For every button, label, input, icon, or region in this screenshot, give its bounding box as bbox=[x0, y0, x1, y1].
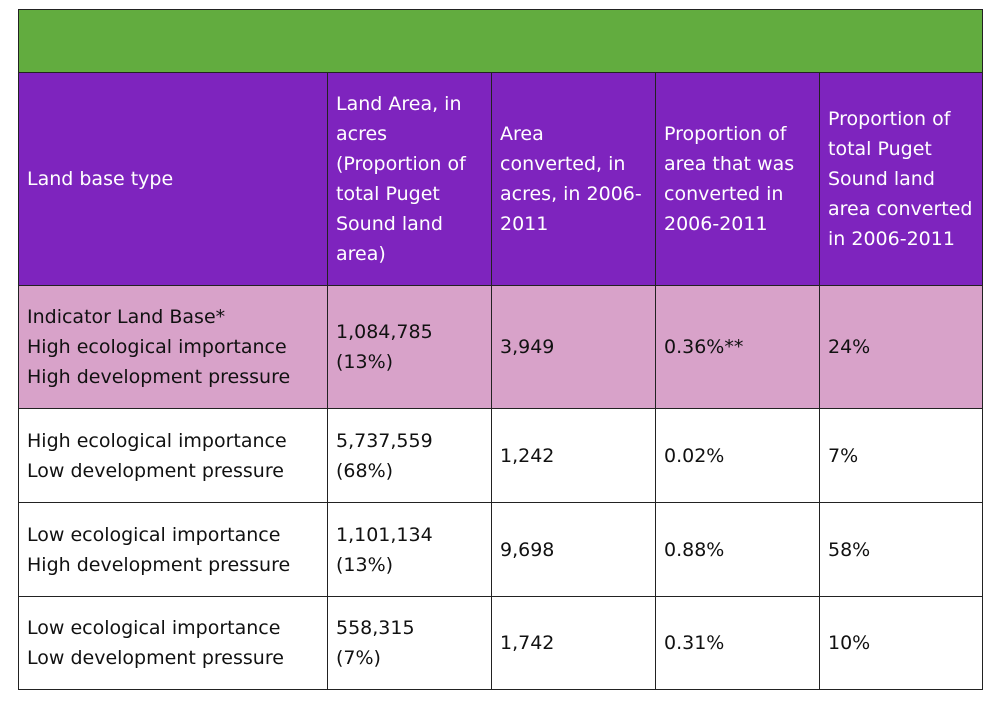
title-bar-row bbox=[17, 9, 984, 73]
area-converted-cell: 3,949 bbox=[491, 285, 656, 409]
land-type-cell: High ecological importance Low developme… bbox=[18, 408, 328, 503]
table-row: High ecological importance Low developme… bbox=[18, 408, 984, 503]
land-type-line: Indicator Land Base* bbox=[27, 306, 226, 328]
proportion-converted-cell: 0.31% bbox=[655, 596, 820, 690]
header-proportion-converted: Proportion of area that was converted in… bbox=[655, 72, 820, 286]
land-type-line: Low development pressure bbox=[27, 459, 284, 482]
land-area-cell: 1,101,134 (13%) bbox=[327, 502, 492, 597]
land-type-line: Low ecological importance bbox=[27, 523, 281, 546]
land-area-proportion: (13%) bbox=[336, 351, 394, 373]
land-type-cell: Indicator Land Base* High ecological imp… bbox=[18, 285, 328, 409]
land-type-line: Low ecological importance bbox=[27, 617, 281, 639]
header-land-area: Land Area, in acres (Proportion of total… bbox=[327, 72, 492, 286]
land-area-value: 1,101,134 bbox=[336, 523, 433, 546]
header-area-converted: Area converted, in acres, in 2006-2011 bbox=[491, 72, 656, 286]
land-type-line: Low development pressure bbox=[27, 647, 284, 669]
proportion-total-cell: 24% bbox=[818, 285, 984, 409]
area-converted-cell: 1,742 bbox=[491, 596, 656, 690]
table-row: Indicator Land Base* High ecological imp… bbox=[18, 285, 984, 409]
table-row: Low ecological importance Low developmen… bbox=[18, 596, 984, 690]
proportion-converted-cell: 0.88% bbox=[655, 502, 820, 597]
table-row: Low ecological importance High developme… bbox=[18, 502, 984, 597]
header-row: Land base type Land Area, in acres (Prop… bbox=[18, 72, 984, 286]
proportion-converted-cell: 0.36%** bbox=[655, 285, 820, 409]
proportion-converted-cell: 0.02% bbox=[655, 408, 820, 503]
land-area-cell: 1,084,785 (13%) bbox=[327, 285, 492, 409]
land-type-line: High ecological importance bbox=[27, 429, 287, 452]
land-area-proportion: (7%) bbox=[336, 647, 381, 669]
header-land-base-type: Land base type bbox=[18, 72, 328, 286]
land-type-cell: Low ecological importance High developme… bbox=[18, 502, 328, 597]
area-converted-cell: 9,698 bbox=[491, 502, 656, 597]
land-area-cell: 558,315 (7%) bbox=[327, 596, 492, 690]
area-converted-cell: 1,242 bbox=[491, 408, 656, 503]
proportion-total-cell: 58% bbox=[818, 502, 984, 597]
land-type-line: High development pressure bbox=[27, 553, 291, 576]
land-type-cell: Low ecological importance Low developmen… bbox=[18, 596, 328, 690]
land-area-proportion: (68%) bbox=[336, 459, 394, 482]
land-area-value: 1,084,785 bbox=[336, 321, 433, 343]
land-conversion-table: Land base type Land Area, in acres (Prop… bbox=[17, 9, 984, 690]
land-type-line: High ecological importance bbox=[27, 336, 287, 358]
proportion-total-cell: 10% bbox=[818, 596, 984, 690]
land-type-line: High development pressure bbox=[27, 366, 291, 388]
land-area-proportion: (13%) bbox=[336, 553, 394, 576]
land-area-value: 558,315 bbox=[336, 617, 415, 639]
land-area-value: 5,737,559 bbox=[336, 429, 433, 452]
land-area-cell: 5,737,559 (68%) bbox=[327, 408, 492, 503]
header-proportion-total: Proportion of total Puget Sound land are… bbox=[818, 72, 984, 286]
proportion-total-cell: 7% bbox=[818, 408, 984, 503]
title-bar bbox=[17, 9, 984, 73]
